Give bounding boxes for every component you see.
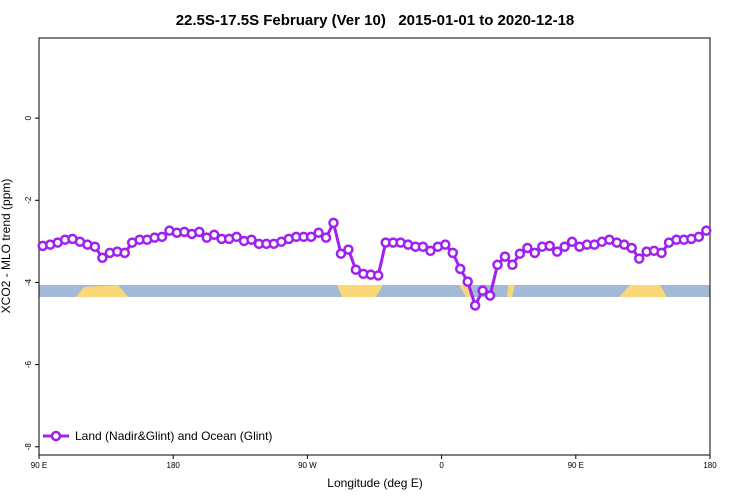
point <box>417 241 429 252</box>
x-tick-label: 180 <box>167 461 181 470</box>
point <box>551 246 563 257</box>
point <box>440 239 451 250</box>
point <box>701 225 712 236</box>
point <box>566 236 578 248</box>
x-tick-label: 90 W <box>298 461 317 470</box>
land-band <box>76 285 128 297</box>
land-band <box>619 285 667 297</box>
point <box>372 270 384 281</box>
point <box>529 247 541 259</box>
y-tick-label: 0 <box>24 115 33 120</box>
point <box>656 247 667 259</box>
point <box>89 241 101 252</box>
point <box>477 285 488 296</box>
plot-frame <box>38 37 711 456</box>
y-axis-label: XCO2 - MLO trend (ppm) <box>0 179 13 314</box>
point <box>469 300 481 311</box>
point <box>447 247 459 259</box>
point <box>544 240 555 252</box>
point <box>335 248 347 259</box>
x-tick-label: 180 <box>703 461 717 470</box>
land-band <box>337 285 383 297</box>
y-tick-label: -8 <box>24 443 33 451</box>
point <box>425 245 436 257</box>
point <box>313 227 324 238</box>
point <box>454 263 466 275</box>
point <box>522 242 533 254</box>
point <box>559 241 570 252</box>
x-tick-label: 90 E <box>31 461 47 470</box>
point <box>484 290 496 301</box>
point <box>350 264 362 275</box>
point <box>119 247 130 259</box>
point <box>208 229 220 241</box>
land-ocean-strip <box>39 285 710 297</box>
point <box>328 217 339 229</box>
x-tick-label: 0 <box>439 461 444 470</box>
point <box>492 259 503 271</box>
legend-marker <box>50 430 62 442</box>
point <box>97 252 108 264</box>
legend: Land (Nadir&Glint) and Ocean (Glint) <box>43 429 272 443</box>
y-tick-label: -6 <box>24 361 33 369</box>
y-tick-label: -2 <box>24 196 33 204</box>
point <box>633 253 645 264</box>
point <box>507 259 518 271</box>
y-tick-label: -4 <box>24 278 33 286</box>
point <box>194 226 205 238</box>
point <box>246 234 257 245</box>
point <box>343 244 354 255</box>
point <box>462 276 473 287</box>
land-band <box>507 285 515 297</box>
chart-title: 22.5S-17.5S February (Ver 10) 2015-01-01… <box>176 12 575 29</box>
point <box>626 242 637 254</box>
x-tick-label: 90 E <box>568 461 584 470</box>
point <box>693 231 705 243</box>
point <box>514 248 526 259</box>
point <box>231 231 242 243</box>
x-axis-label: Longitude (deg E) <box>327 476 422 490</box>
point <box>499 251 511 262</box>
point <box>305 231 317 243</box>
point <box>156 231 168 243</box>
point <box>320 232 332 243</box>
legend-label: Land (Nadir&Glint) and Ocean (Glint) <box>75 429 272 443</box>
